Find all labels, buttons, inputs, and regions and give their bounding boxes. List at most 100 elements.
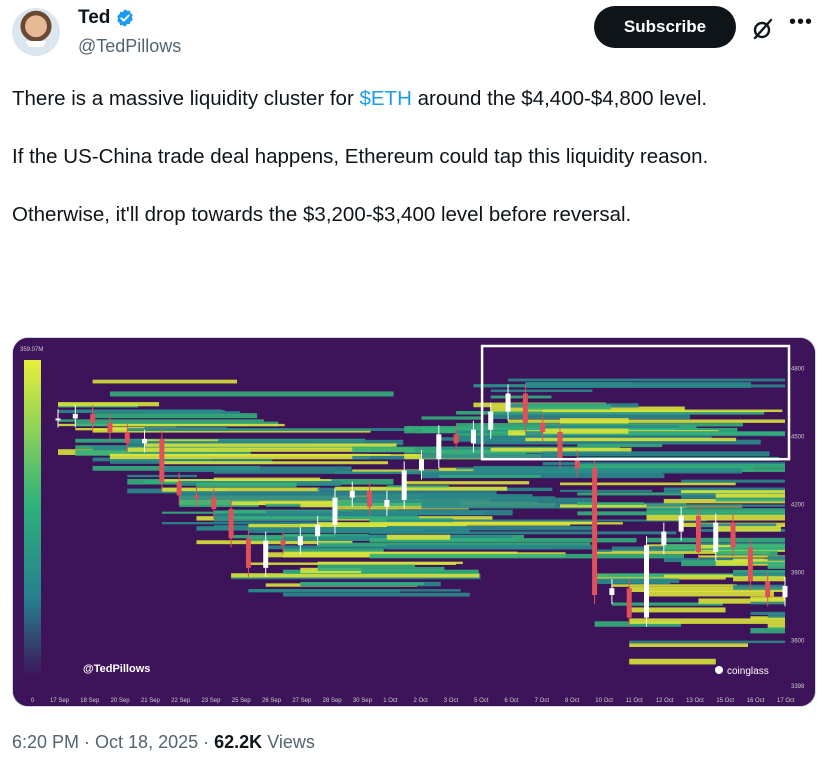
- tweet-meta: 6:20 PM · Oct 18, 2025 · 62.2K Views: [12, 732, 315, 752]
- x-tick-label: 13 Oct: [686, 698, 704, 704]
- x-tick-label: 26 Sep: [262, 698, 282, 704]
- grok-icon[interactable]: [751, 17, 775, 41]
- tweet-date[interactable]: Oct 18, 2025: [95, 732, 199, 752]
- liquidity-band: [490, 395, 552, 399]
- liquidity-band: [767, 623, 785, 628]
- candle-body: [349, 490, 355, 498]
- display-name[interactable]: Ted: [78, 7, 111, 28]
- liquidity-band: [283, 592, 470, 597]
- liquidity-band: [681, 490, 785, 495]
- liquidity-band: [559, 482, 736, 486]
- liquidity-band: [525, 382, 752, 388]
- tweet-paragraph-1: There is a massive liquidity cluster for…: [12, 84, 812, 113]
- y-tick-label: 3600: [791, 638, 805, 644]
- liquidity-band: [559, 467, 743, 474]
- candle-body: [436, 434, 442, 460]
- more-horizontal-icon[interactable]: •••: [789, 11, 814, 33]
- x-tick-label: 25 Sep: [232, 698, 252, 704]
- liquidity-band: [438, 450, 632, 453]
- candle-body: [661, 531, 667, 546]
- tweet-text-segment: around the $4,400-$4,800 level.: [411, 87, 708, 110]
- y-tick-label: 3900: [791, 570, 805, 576]
- candle-body: [747, 547, 753, 582]
- x-tick-label: 23 Sep: [201, 698, 221, 704]
- candle-body: [782, 585, 788, 598]
- x-tick-label: 20 Sep: [111, 698, 131, 704]
- candle-body: [263, 540, 269, 568]
- candle-body: [297, 536, 303, 546]
- liquidity-band: [334, 501, 461, 507]
- liquidity-band: [715, 498, 785, 502]
- subscribe-button[interactable]: Subscribe: [594, 6, 736, 48]
- handle[interactable]: @TedPillows: [78, 36, 182, 56]
- liquidity-band: [231, 534, 364, 539]
- liquidity-band: [715, 526, 781, 532]
- liquidity-band: [386, 519, 707, 522]
- liquidity-band: [629, 586, 785, 593]
- liquidity-band: [767, 626, 785, 629]
- candle-body: [470, 429, 476, 444]
- liquidity-band: [611, 602, 723, 606]
- liquidity-heatmap-chart: 359.07M 0 4800 4500 4200 3900 3600 3398 17 Se…: [13, 338, 815, 706]
- liquidity-band: [283, 533, 369, 537]
- y-axis-ticks: 4800 4500 4200 3900 3600 3398: [791, 367, 805, 690]
- y-tick-label: 4800: [791, 367, 805, 373]
- x-tick-label: 15 Oct: [716, 698, 734, 704]
- candle-body: [367, 490, 373, 507]
- liquidity-band: [386, 485, 449, 488]
- liquidity-band: [508, 419, 785, 423]
- liquidity-band: [421, 502, 687, 509]
- liquidity-band: [715, 550, 778, 556]
- liquidity-band: [733, 584, 785, 590]
- candle-body: [211, 497, 217, 509]
- liquidity-band: [300, 527, 398, 532]
- candle-body: [280, 540, 286, 546]
- liquidity-band: [594, 551, 770, 554]
- liquidity-band: [542, 451, 770, 457]
- candle-body: [695, 515, 701, 552]
- liquidity-band: [542, 462, 785, 466]
- tweet-image[interactable]: 359.07M 0 4800 4500 4200 3900 3600 3398 17 Se…: [12, 337, 816, 707]
- liquidity-band: [438, 475, 541, 478]
- liquidity-band: [92, 413, 258, 419]
- liquidity-band: [542, 409, 783, 413]
- liquidity-band: [611, 546, 696, 551]
- liquidity-band: [213, 513, 418, 519]
- x-tick-label: 5 Oct: [474, 698, 489, 704]
- x-tick-label: 17 Sep: [50, 698, 70, 704]
- candle-body: [488, 411, 494, 430]
- liquidity-band: [386, 544, 594, 550]
- y-tick-label: 4200: [791, 502, 805, 508]
- coinglass-logo-text: coinglass: [727, 666, 769, 677]
- liquidity-band: [646, 508, 785, 514]
- highlight-box: [480, 344, 791, 461]
- y-tick-label: 3398: [791, 684, 805, 690]
- liquidity-band: [421, 453, 559, 459]
- liquidity-band: [733, 572, 785, 578]
- avatar[interactable]: [12, 8, 60, 56]
- liquidity-band: [421, 473, 665, 479]
- liquidity-band: [629, 658, 716, 665]
- liquidity-band: [300, 523, 457, 527]
- liquidity-band: [283, 569, 479, 574]
- candle-body: [332, 497, 338, 525]
- candle-body: [142, 438, 148, 444]
- liquidity-band: [767, 613, 785, 618]
- liquidity-band: [386, 525, 594, 531]
- candle-body: [159, 438, 165, 482]
- cashtag-link[interactable]: $ETH: [359, 87, 412, 110]
- liquidity-band: [300, 582, 425, 585]
- liquidity-band: [75, 409, 222, 413]
- liquidity-band: [213, 471, 422, 474]
- author-name-row: Ted: [78, 7, 135, 29]
- x-tick-label: 16 Oct: [747, 698, 765, 704]
- liquidity-band: [58, 402, 160, 407]
- liquidity-band: [161, 522, 451, 525]
- liquidity-band: [629, 618, 785, 624]
- liquidity-band: [698, 523, 777, 528]
- liquidity-band: [179, 495, 355, 501]
- tweet-time[interactable]: 6:20 PM: [12, 732, 80, 752]
- liquidity-band: [213, 518, 332, 522]
- tweet-text-segment: There is a massive liquidity cluster for: [12, 87, 360, 110]
- liquidity-band: [334, 486, 508, 491]
